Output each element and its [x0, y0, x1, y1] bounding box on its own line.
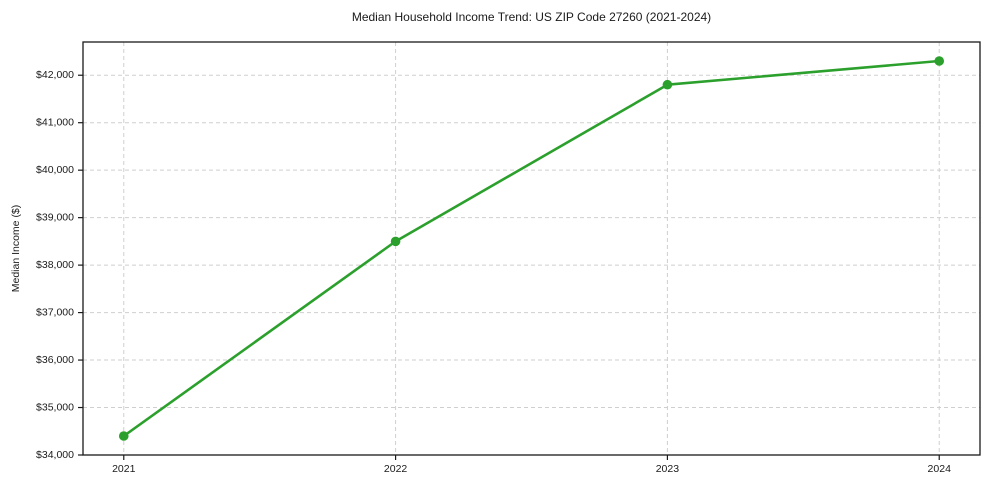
y-tick-label: $41,000 [36, 117, 74, 129]
x-tick-label: 2021 [112, 463, 136, 475]
y-tick-label: $42,000 [36, 69, 74, 81]
grid-layer [83, 42, 980, 456]
chart-title: Median Household Income Trend: US ZIP Co… [352, 10, 711, 24]
data-point-marker [118, 431, 129, 441]
data-point-marker [934, 56, 945, 66]
y-tick-label: $37,000 [36, 307, 74, 319]
y-tick-label: $39,000 [36, 212, 74, 224]
x-tick-label: 2023 [656, 463, 680, 475]
y-tick-label: $34,000 [36, 449, 74, 461]
x-tick-label: 2024 [928, 463, 952, 475]
y-tick-label: $35,000 [36, 402, 74, 414]
y-axis-label: Median Income ($) [10, 205, 22, 293]
axis-layer: $34,000 $35,000 $36,000 $37,000 $38,000 $39,0… [36, 41, 981, 475]
data-point-marker [662, 79, 673, 90]
y-tick-label: $40,000 [36, 164, 74, 176]
series-layer [118, 56, 945, 441]
y-tick-label: $38,000 [36, 259, 74, 271]
trend-line [122, 59, 941, 438]
x-tick-label: 2022 [384, 463, 408, 475]
y-tick-label: $36,000 [36, 354, 74, 366]
data-point-marker [390, 236, 401, 247]
plot-border [82, 41, 981, 456]
